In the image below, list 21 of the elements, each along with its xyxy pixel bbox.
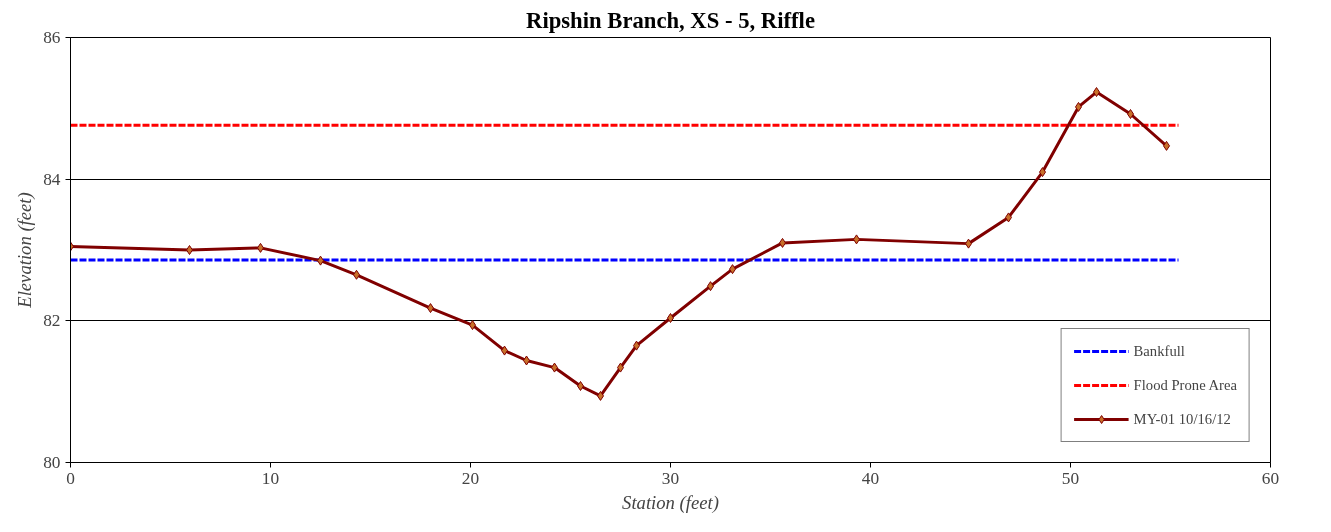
legend-label: Flood Prone Area [1133,376,1237,394]
legend-label: MY-01 10/16/12 [1133,410,1231,428]
y-tick-label: 80 [43,453,61,472]
x-tick-label: 20 [461,468,480,488]
x-axis-title: Station (feet) [622,491,719,514]
point [186,245,193,255]
y-tick-label: 82 [43,311,61,331]
point [667,313,674,323]
x-tick-label: 30 [661,468,680,488]
chart-title: Ripshin Branch, XS - 5, Riffle [526,7,815,33]
legend-label: Bankfull [1133,342,1185,360]
y-axis-title: Elevation (feet) [14,192,37,309]
x-tick-label: 0 [66,468,75,488]
point [577,381,584,391]
x-tick-label: 40 [861,468,880,488]
x-tick-label: 60 [1261,468,1280,488]
x-tick-label: 50 [1061,468,1080,488]
point [1127,109,1134,119]
y-tick-label: 84 [43,169,61,189]
x-tick-label: 10 [261,468,280,488]
y-tick-label: 86 [43,28,61,47]
